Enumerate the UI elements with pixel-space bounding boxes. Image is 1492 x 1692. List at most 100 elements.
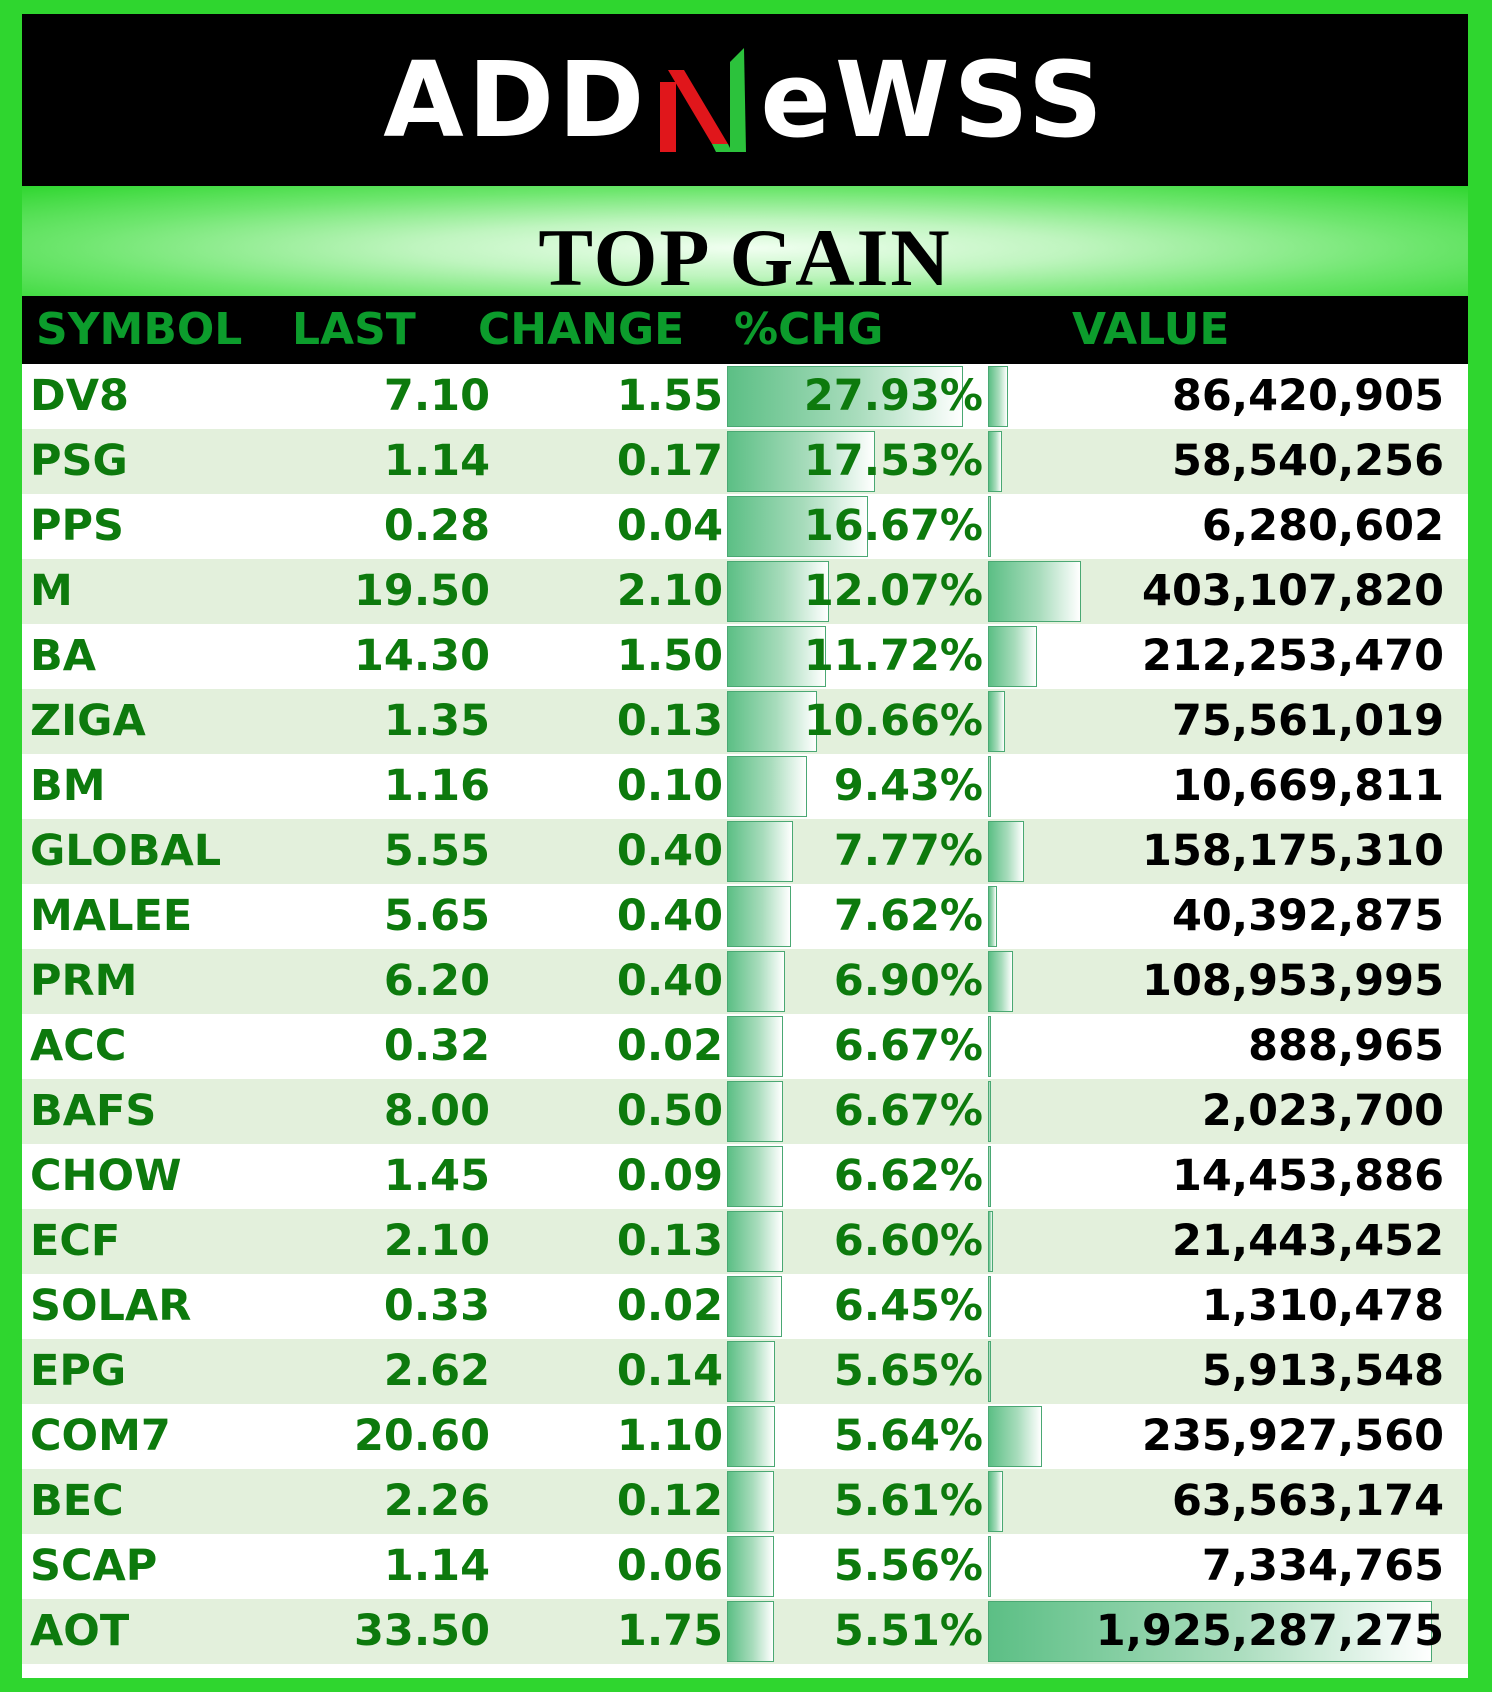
table-row: M 19.50 2.10 12.07% 403,107,820 bbox=[22, 559, 1468, 624]
table-row: ACC 0.32 0.02 6.67% 888,965 bbox=[22, 1014, 1468, 1079]
value-databar bbox=[988, 496, 991, 557]
pct-change-databar bbox=[727, 1471, 774, 1532]
pct-change-cell: 27.93% bbox=[803, 371, 983, 421]
change-cell: 1.75 bbox=[616, 1606, 723, 1656]
pct-change-cell: 5.51% bbox=[833, 1606, 983, 1656]
value-cell: 235,927,560 bbox=[1142, 1411, 1444, 1461]
pct-change-cell: 6.67% bbox=[833, 1021, 983, 1071]
symbol-cell: COM7 bbox=[30, 1411, 171, 1461]
last-cell: 33.50 bbox=[353, 1606, 490, 1656]
change-cell: 0.40 bbox=[616, 956, 723, 1006]
change-cell: 0.12 bbox=[616, 1476, 723, 1526]
top-gain-board: ADD eWSS TOP GAIN SYMBOL LAST CHANGE %CH… bbox=[22, 14, 1468, 1678]
change-cell: 0.06 bbox=[616, 1541, 723, 1591]
value-databar bbox=[988, 1406, 1042, 1467]
value-cell: 1,925,287,275 bbox=[1095, 1606, 1444, 1656]
table-row: BA 14.30 1.50 11.72% 212,253,470 bbox=[22, 624, 1468, 689]
pct-change-cell: 6.60% bbox=[833, 1216, 983, 1266]
table-row: COM7 20.60 1.10 5.64% 235,927,560 bbox=[22, 1404, 1468, 1469]
last-cell: 2.26 bbox=[383, 1476, 490, 1526]
addnewss-logo: ADD eWSS bbox=[383, 40, 1107, 160]
last-cell: 0.32 bbox=[383, 1021, 490, 1071]
pct-change-cell: 12.07% bbox=[803, 566, 983, 616]
pct-change-databar bbox=[727, 691, 817, 752]
value-databar bbox=[988, 1341, 991, 1402]
pct-change-databar bbox=[727, 366, 963, 427]
value-cell: 21,443,452 bbox=[1171, 1216, 1444, 1266]
value-databar bbox=[988, 886, 997, 947]
value-databar bbox=[988, 1081, 991, 1142]
value-databar bbox=[988, 756, 991, 817]
value-cell: 5,913,548 bbox=[1201, 1346, 1444, 1396]
symbol-cell: PSG bbox=[30, 436, 128, 486]
change-cell: 0.09 bbox=[616, 1151, 723, 1201]
pct-change-cell: 5.61% bbox=[833, 1476, 983, 1526]
symbol-cell: M bbox=[30, 566, 73, 616]
symbol-cell: PRM bbox=[30, 956, 138, 1006]
table-row: PSG 1.14 0.17 17.53% 58,540,256 bbox=[22, 429, 1468, 494]
value-cell: 2,023,700 bbox=[1201, 1086, 1444, 1136]
table-row: CHOW 1.45 0.09 6.62% 14,453,886 bbox=[22, 1144, 1468, 1209]
pct-change-databar bbox=[727, 431, 875, 492]
symbol-cell: BAFS bbox=[30, 1086, 157, 1136]
table-row: AOT 33.50 1.75 5.51% 1,925,287,275 bbox=[22, 1599, 1468, 1664]
last-cell: 19.50 bbox=[353, 566, 490, 616]
pct-change-cell: 6.62% bbox=[833, 1151, 983, 1201]
column-header-last: LAST bbox=[292, 304, 416, 355]
table-row: EPG 2.62 0.14 5.65% 5,913,548 bbox=[22, 1339, 1468, 1404]
symbol-cell: ACC bbox=[30, 1021, 127, 1071]
table-row: SOLAR 0.33 0.02 6.45% 1,310,478 bbox=[22, 1274, 1468, 1339]
page-title: TOP GAIN bbox=[538, 212, 952, 303]
last-cell: 7.10 bbox=[383, 371, 490, 421]
value-databar bbox=[988, 1211, 993, 1272]
change-cell: 1.55 bbox=[616, 371, 723, 421]
symbol-cell: EPG bbox=[30, 1346, 127, 1396]
symbol-cell: PPS bbox=[30, 501, 124, 551]
pct-change-cell: 7.77% bbox=[833, 826, 983, 876]
change-cell: 0.40 bbox=[616, 826, 723, 876]
value-cell: 888,965 bbox=[1248, 1021, 1444, 1071]
change-cell: 1.10 bbox=[616, 1411, 723, 1461]
pct-change-databar bbox=[727, 951, 785, 1012]
table-row: BM 1.16 0.10 9.43% 10,669,811 bbox=[22, 754, 1468, 819]
last-cell: 8.00 bbox=[383, 1086, 490, 1136]
last-cell: 0.33 bbox=[383, 1281, 490, 1331]
value-cell: 63,563,174 bbox=[1171, 1476, 1444, 1526]
table-body: DV8 7.10 1.55 27.93% 86,420,905 PSG 1.14 0.17 17… bbox=[22, 364, 1468, 1664]
pct-change-cell: 7.62% bbox=[833, 891, 983, 941]
logo-n-mark-icon bbox=[660, 48, 747, 152]
pct-change-databar bbox=[727, 1276, 782, 1337]
last-cell: 1.14 bbox=[383, 436, 490, 486]
change-cell: 0.13 bbox=[616, 696, 723, 746]
last-cell: 5.65 bbox=[383, 891, 490, 941]
value-cell: 212,253,470 bbox=[1142, 631, 1444, 681]
symbol-cell: BA bbox=[30, 631, 97, 681]
pct-change-cell: 5.64% bbox=[833, 1411, 983, 1461]
change-cell: 0.02 bbox=[616, 1021, 723, 1071]
pct-change-databar bbox=[727, 1146, 783, 1207]
symbol-cell: ECF bbox=[30, 1216, 121, 1266]
value-databar bbox=[988, 691, 1005, 752]
logo-text-left: ADD bbox=[383, 39, 649, 161]
value-databar bbox=[988, 431, 1002, 492]
column-header-symbol: SYMBOL bbox=[36, 304, 243, 355]
symbol-cell: CHOW bbox=[30, 1151, 182, 1201]
table-row: MALEE 5.65 0.40 7.62% 40,392,875 bbox=[22, 884, 1468, 949]
symbol-cell: MALEE bbox=[30, 891, 193, 941]
value-databar bbox=[988, 366, 1008, 427]
last-cell: 1.35 bbox=[383, 696, 490, 746]
last-cell: 5.55 bbox=[383, 826, 490, 876]
change-cell: 0.13 bbox=[616, 1216, 723, 1266]
pct-change-databar bbox=[727, 1601, 774, 1662]
pct-change-cell: 17.53% bbox=[803, 436, 983, 486]
pct-change-databar bbox=[727, 496, 868, 557]
last-cell: 1.16 bbox=[383, 761, 490, 811]
change-cell: 0.50 bbox=[616, 1086, 723, 1136]
value-cell: 403,107,820 bbox=[1142, 566, 1444, 616]
value-databar bbox=[988, 1016, 991, 1077]
value-databar bbox=[988, 951, 1013, 1012]
last-cell: 1.14 bbox=[383, 1541, 490, 1591]
last-cell: 2.10 bbox=[383, 1216, 490, 1266]
pct-change-databar bbox=[727, 1536, 774, 1597]
column-header-value: VALUE bbox=[1072, 304, 1230, 355]
